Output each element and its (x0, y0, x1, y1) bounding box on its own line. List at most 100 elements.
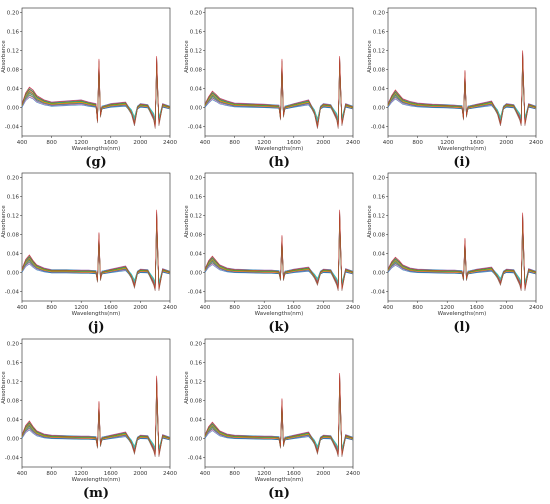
y-tick-label: 0.20 (7, 11, 20, 17)
y-tick-label: 0.00 (7, 106, 20, 112)
x-tick-label: 2000 (316, 140, 330, 146)
x-tick-label: 800 (412, 140, 423, 146)
y-tick-label: 0.00 (7, 437, 20, 443)
plot-frame (387, 172, 537, 302)
plot-frame (387, 7, 537, 137)
y-tick-label: 0.12 (373, 49, 385, 55)
x-axis-title: Wavelengths(nm) (438, 311, 487, 317)
x-tick-label: 2000 (133, 305, 147, 311)
panel-label: (n) (268, 486, 290, 501)
x-tick-label: 1200 (440, 305, 454, 311)
y-tick-label: 0.16 (7, 30, 20, 36)
x-tick-label: 2000 (316, 471, 330, 477)
panel-k: 0.20 0.16 0.12 0.08 0.04 0.00 -0.04 400 800 1200 1… (184, 172, 360, 335)
y-tick-label: 0.16 (190, 195, 203, 201)
x-tick-label: 1600 (104, 305, 118, 311)
y-axis-title: Absorbance (184, 371, 190, 404)
y-tick-label: 0.08 (373, 68, 386, 74)
spectrum-line (204, 56, 354, 127)
y-tick-label: 0.20 (190, 342, 203, 348)
y-tick-label: -0.04 (188, 125, 203, 131)
y-tick-label: 0.00 (190, 106, 203, 112)
spectrum-line (204, 387, 354, 451)
x-tick-label: 800 (46, 140, 57, 146)
y-tick-label: -0.04 (5, 456, 20, 462)
panel-m: 0.20 0.16 0.12 0.08 0.04 0.00 -0.04 400 800 1200 1… (1, 338, 177, 501)
x-tick-label: 1600 (470, 305, 484, 311)
y-tick-label: 0.20 (373, 176, 386, 182)
y-axis-title: Absorbance (367, 40, 373, 73)
x-tick-label: 2400 (163, 471, 177, 477)
x-tick-label: 1200 (440, 140, 454, 146)
y-tick-label: 0.00 (373, 271, 386, 277)
plot-frame (204, 338, 354, 468)
y-tick-label: 0.04 (190, 252, 203, 258)
y-tick-label: -0.04 (5, 125, 20, 131)
y-tick-label: 0.12 (190, 380, 202, 386)
x-tick-label: 2400 (346, 471, 360, 477)
x-tick-label: 1200 (74, 140, 88, 146)
y-tick-label: 0.00 (7, 271, 20, 277)
spectrum-line (387, 212, 537, 289)
y-tick-label: 0.20 (190, 176, 203, 182)
y-tick-label: 0.00 (190, 437, 203, 443)
y-tick-label: 0.12 (373, 214, 385, 220)
plot-frame (204, 172, 354, 302)
x-tick-label: 800 (229, 140, 240, 146)
y-tick-label: 0.08 (190, 233, 203, 239)
x-tick-label: 1200 (257, 140, 271, 146)
x-tick-label: 1600 (104, 140, 118, 146)
panel-l: 0.20 0.16 0.12 0.08 0.04 0.00 -0.04 400 800 1200 1… (367, 172, 543, 335)
plot-frame (21, 7, 171, 137)
y-tick-label: -0.04 (371, 290, 386, 296)
spectrum-line (387, 50, 537, 124)
x-tick-label: 2400 (163, 305, 177, 311)
spectrum-line (204, 223, 354, 285)
y-tick-label: 0.20 (7, 176, 20, 182)
x-tick-label: 1600 (287, 305, 301, 311)
y-tick-label: 0.08 (7, 399, 20, 405)
x-tick-label: 2000 (133, 140, 147, 146)
panel-g: 0.20 0.16 0.12 0.08 0.04 0.00 -0.04 400 800 1200 1… (1, 7, 177, 170)
x-tick-label: 1200 (257, 305, 271, 311)
y-tick-label: 0.04 (190, 87, 203, 93)
x-tick-label: 800 (229, 305, 240, 311)
spectrum-line (204, 209, 354, 289)
panel-label: (g) (85, 155, 106, 170)
x-tick-label: 2400 (529, 305, 543, 311)
panel-label: (h) (268, 155, 290, 170)
panel-n: 0.20 0.16 0.12 0.08 0.04 0.00 -0.04 400 800 1200 1… (184, 338, 360, 501)
y-tick-label: 0.16 (7, 361, 20, 367)
panel-label: (k) (268, 320, 289, 335)
x-tick-label: 1600 (470, 140, 484, 146)
y-tick-label: 0.16 (7, 195, 20, 201)
x-tick-label: 2000 (499, 305, 513, 311)
x-tick-label: 2000 (133, 471, 147, 477)
x-tick-label: 400 (200, 305, 211, 311)
panel-h: 0.20 0.16 0.12 0.08 0.04 0.00 -0.04 400 800 1200 1… (184, 7, 360, 170)
y-tick-label: 0.08 (7, 68, 20, 74)
y-tick-label: -0.04 (371, 125, 386, 131)
y-tick-label: 0.16 (190, 361, 203, 367)
y-tick-label: -0.04 (188, 290, 203, 296)
y-tick-label: 0.04 (7, 252, 20, 258)
y-tick-label: 0.04 (373, 252, 386, 258)
x-tick-label: 1200 (257, 471, 271, 477)
x-tick-label: 400 (383, 140, 394, 146)
x-axis-title: Wavelengths(nm) (438, 146, 487, 152)
x-axis-title: Wavelengths(nm) (255, 311, 304, 317)
y-tick-label: 0.20 (7, 342, 20, 348)
x-tick-label: 2400 (529, 140, 543, 146)
panel-j: 0.20 0.16 0.12 0.08 0.04 0.00 -0.04 400 800 1200 1… (1, 172, 177, 335)
panel-label: (j) (87, 320, 104, 335)
plot-frame (21, 172, 171, 302)
y-axis-title: Absorbance (1, 40, 7, 73)
y-tick-label: 0.20 (373, 11, 386, 17)
y-tick-label: 0.12 (190, 49, 202, 55)
x-tick-label: 400 (17, 305, 28, 311)
x-tick-label: 1600 (287, 140, 301, 146)
x-tick-label: 800 (46, 471, 57, 477)
y-tick-label: 0.16 (373, 195, 386, 201)
x-tick-label: 1600 (104, 471, 118, 477)
